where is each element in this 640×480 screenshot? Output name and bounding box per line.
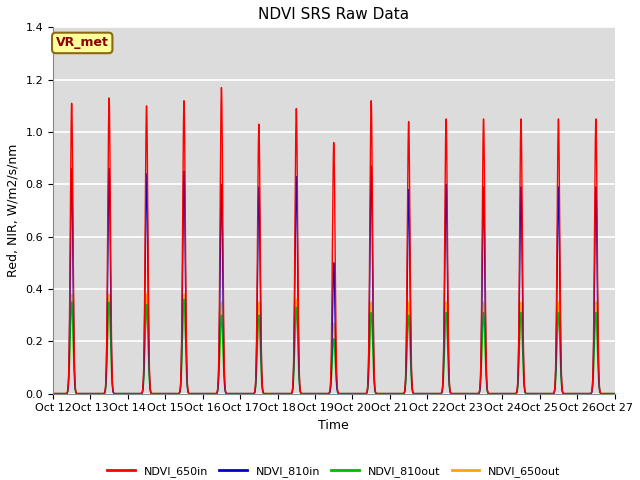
- Title: NDVI SRS Raw Data: NDVI SRS Raw Data: [258, 7, 410, 22]
- NDVI_650in: [412, 391, 419, 396]
- NDVI_650out: [163, 391, 171, 396]
- X-axis label: Time: Time: [318, 419, 349, 432]
- NDVI_810in: [169, 391, 177, 396]
- NDVI_810in: [412, 391, 419, 396]
- NDVI_810out: [169, 391, 177, 396]
- NDVI_650in: [611, 391, 618, 396]
- NDVI_810in: [611, 391, 618, 396]
- NDVI_650in: [609, 391, 616, 396]
- NDVI_810out: [180, 297, 188, 302]
- NDVI_650out: [492, 391, 499, 396]
- NDVI_650in: [169, 391, 177, 396]
- Line: NDVI_810out: NDVI_810out: [53, 300, 614, 394]
- NDVI_810in: [609, 391, 616, 396]
- NDVI_650in: [259, 390, 267, 396]
- NDVI_650in: [492, 391, 499, 396]
- NDVI_810in: [259, 390, 267, 396]
- NDVI_650in: [163, 391, 171, 396]
- NDVI_810in: [163, 391, 171, 396]
- NDVI_810out: [49, 391, 57, 396]
- NDVI_810out: [412, 391, 419, 396]
- NDVI_810out: [259, 390, 267, 396]
- Line: NDVI_810in: NDVI_810in: [53, 166, 614, 394]
- NDVI_650out: [68, 291, 76, 297]
- Text: VR_met: VR_met: [56, 36, 109, 49]
- NDVI_650out: [609, 391, 616, 396]
- NDVI_650out: [611, 391, 618, 396]
- NDVI_650in: [49, 391, 57, 396]
- NDVI_810out: [163, 391, 171, 396]
- Y-axis label: Red, NIR, W/m2/s/nm: Red, NIR, W/m2/s/nm: [7, 144, 20, 277]
- Legend: NDVI_650in, NDVI_810in, NDVI_810out, NDVI_650out: NDVI_650in, NDVI_810in, NDVI_810out, NDV…: [102, 461, 565, 480]
- NDVI_650out: [49, 391, 57, 396]
- NDVI_810out: [611, 391, 618, 396]
- NDVI_650out: [412, 391, 419, 396]
- NDVI_650out: [170, 391, 177, 396]
- NDVI_810in: [49, 391, 57, 396]
- NDVI_810out: [609, 391, 616, 396]
- NDVI_810out: [492, 391, 499, 396]
- NDVI_810in: [367, 163, 375, 169]
- NDVI_650in: [218, 84, 225, 90]
- Line: NDVI_650out: NDVI_650out: [53, 294, 614, 394]
- NDVI_810in: [492, 391, 499, 396]
- Line: NDVI_650in: NDVI_650in: [53, 87, 614, 394]
- NDVI_650out: [259, 389, 267, 395]
